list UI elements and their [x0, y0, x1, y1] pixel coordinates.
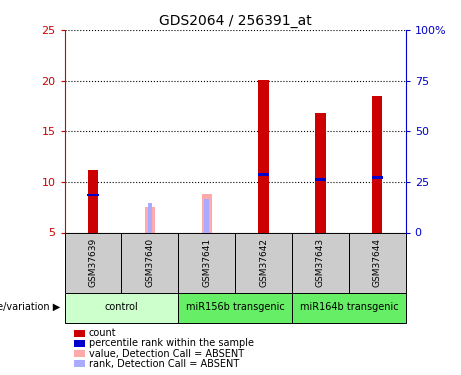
Title: GDS2064 / 256391_at: GDS2064 / 256391_at — [159, 13, 312, 28]
Text: genotype/variation ▶: genotype/variation ▶ — [0, 303, 60, 312]
Bar — [372, 96, 382, 232]
Text: rank, Detection Call = ABSENT: rank, Detection Call = ABSENT — [89, 359, 239, 369]
Bar — [65, 292, 178, 322]
Text: GSM37640: GSM37640 — [145, 238, 154, 287]
Bar — [349, 232, 406, 292]
Text: GSM37641: GSM37641 — [202, 238, 211, 287]
Bar — [204, 199, 209, 232]
Bar — [258, 173, 269, 176]
Bar — [372, 176, 383, 179]
Text: GSM37644: GSM37644 — [373, 238, 382, 287]
Bar — [145, 207, 155, 232]
Bar — [315, 178, 326, 181]
Bar — [235, 232, 292, 292]
Text: miR156b transgenic: miR156b transgenic — [186, 303, 284, 312]
Text: GSM37643: GSM37643 — [316, 238, 325, 287]
Bar — [65, 232, 121, 292]
Bar — [178, 292, 292, 322]
Text: percentile rank within the sample: percentile rank within the sample — [89, 339, 254, 348]
Bar — [121, 232, 178, 292]
Bar — [88, 170, 98, 232]
Bar — [292, 232, 349, 292]
Text: value, Detection Call = ABSENT: value, Detection Call = ABSENT — [89, 349, 243, 358]
Bar — [292, 292, 406, 322]
Text: miR164b transgenic: miR164b transgenic — [300, 303, 398, 312]
Bar — [87, 194, 99, 196]
Bar — [148, 203, 152, 232]
Text: count: count — [89, 328, 116, 338]
Text: control: control — [105, 303, 138, 312]
Text: GSM37642: GSM37642 — [259, 238, 268, 287]
Bar — [259, 80, 269, 232]
Bar — [315, 113, 325, 232]
Text: GSM37639: GSM37639 — [89, 238, 97, 287]
Bar — [178, 232, 235, 292]
Bar — [201, 194, 212, 232]
